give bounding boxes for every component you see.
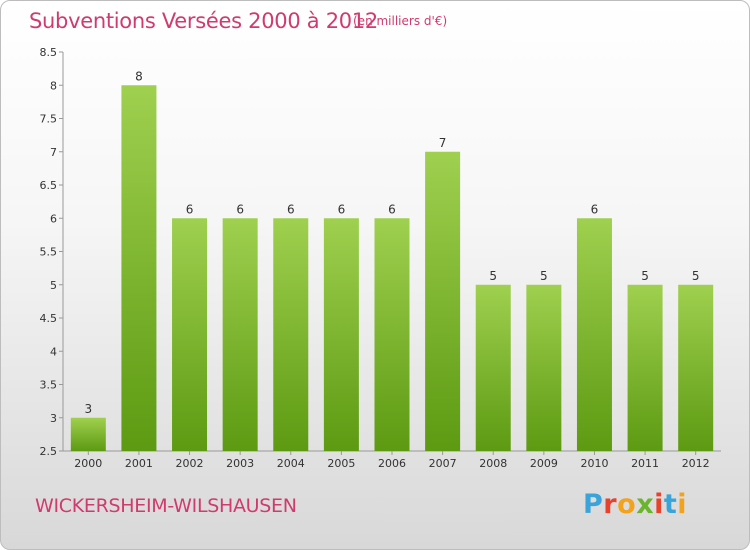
x-tick-label-2010: 2010 — [580, 457, 608, 470]
data-label-2007: 7 — [439, 136, 447, 150]
data-label-2011: 5 — [641, 269, 649, 283]
data-label-2008: 5 — [489, 269, 497, 283]
x-tick-label-2007: 2007 — [429, 457, 457, 470]
y-tick-label: 7 — [50, 146, 57, 159]
y-tick-label: 4 — [50, 345, 57, 358]
y-tick-label: 3 — [50, 412, 57, 425]
x-tick-label-2006: 2006 — [378, 457, 406, 470]
x-tick-label-2005: 2005 — [327, 457, 355, 470]
data-label-2004: 6 — [287, 202, 295, 216]
x-tick-label-2009: 2009 — [530, 457, 558, 470]
chart-bars — [70, 85, 714, 451]
y-tick-label: 4.5 — [40, 312, 58, 325]
logo-letter: i — [654, 489, 664, 520]
x-tick-label-2011: 2011 — [631, 457, 659, 470]
proxiti-logo: Proxiti — [583, 489, 687, 520]
y-tick-label: 6 — [50, 212, 57, 225]
y-tick-label: 3.5 — [40, 379, 58, 392]
bar-2007 — [425, 151, 461, 451]
logo-letter: t — [663, 489, 678, 520]
bar-2002 — [172, 218, 208, 451]
data-label-2009: 5 — [540, 269, 548, 283]
x-tick-label-2008: 2008 — [479, 457, 507, 470]
commune-name: WICKERSHEIM-WILSHAUSEN — [35, 495, 297, 517]
x-tick-label-2002: 2002 — [176, 457, 204, 470]
bar-2011 — [627, 284, 663, 451]
data-label-2000: 3 — [84, 402, 92, 416]
chart-labels: 3 2000 8 2001 6 2002 6 2003 6 2004 6 2005 6 2006 7 2007… — [74, 69, 709, 470]
bar-2010 — [576, 218, 612, 451]
y-tick-label: 7.5 — [40, 113, 58, 126]
data-label-2005: 6 — [338, 202, 346, 216]
logo-letter: x — [636, 489, 655, 520]
y-tick-label: 5 — [50, 279, 57, 292]
bar-2001 — [121, 85, 157, 451]
data-label-2003: 6 — [236, 202, 244, 216]
x-tick-label-2000: 2000 — [74, 457, 102, 470]
bar-2009 — [526, 284, 562, 451]
data-label-2010: 6 — [591, 202, 599, 216]
y-tick-label: 2.5 — [40, 445, 58, 458]
bar-2000 — [70, 417, 106, 451]
y-tick-label: 6.5 — [40, 179, 58, 192]
bar-2006 — [374, 218, 410, 451]
x-tick-label-2012: 2012 — [682, 457, 710, 470]
logo-letter: P — [583, 489, 604, 520]
logo-letter: r — [603, 489, 618, 520]
data-label-2002: 6 — [186, 202, 194, 216]
data-label-2001: 8 — [135, 69, 143, 83]
y-tick-label: 8 — [50, 79, 57, 92]
y-tick-label: 8.5 — [40, 46, 58, 59]
bar-2012 — [678, 284, 714, 451]
bar-2004 — [273, 218, 309, 451]
chart-subtitle: (en milliers d'€) — [353, 14, 448, 28]
chart-title: Subventions Versées 2000 à 2012 — [29, 9, 378, 33]
bar-2008 — [475, 284, 511, 451]
bar-2003 — [222, 218, 258, 451]
bar-2005 — [323, 218, 359, 451]
data-label-2006: 6 — [388, 202, 396, 216]
x-tick-label-2004: 2004 — [277, 457, 305, 470]
logo-letter: o — [617, 489, 637, 520]
logo-letter: i — [677, 489, 688, 520]
data-label-2012: 5 — [692, 269, 700, 283]
y-tick-label: 5.5 — [40, 246, 58, 259]
x-tick-label-2001: 2001 — [125, 457, 153, 470]
x-tick-label-2003: 2003 — [226, 457, 254, 470]
